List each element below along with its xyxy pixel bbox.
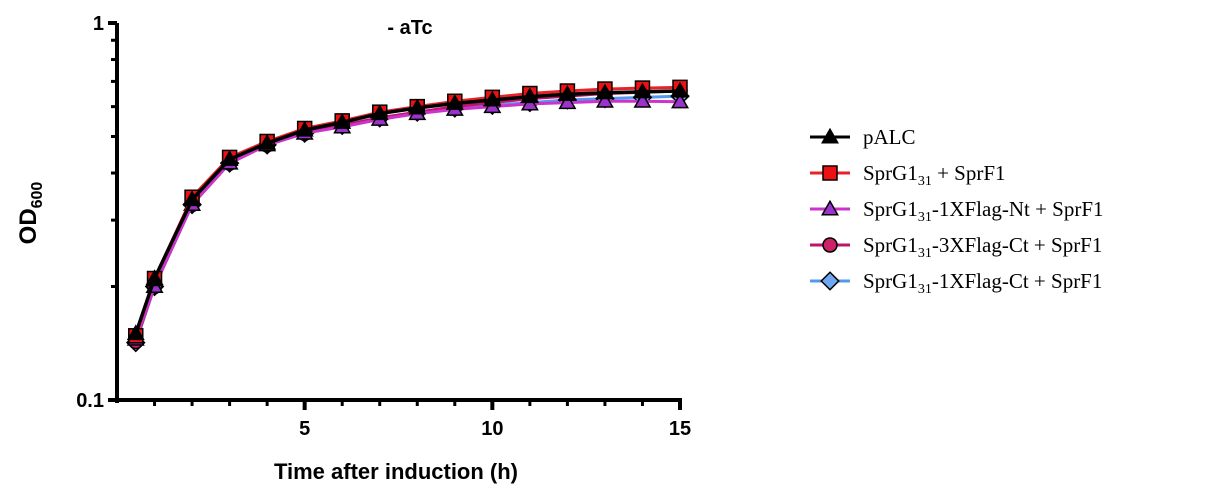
data-point-triangle bbox=[220, 150, 239, 166]
y-axis-label-main: OD bbox=[15, 208, 42, 244]
y-tick-label: 1 bbox=[93, 13, 104, 35]
series-2 bbox=[126, 92, 689, 346]
data-point-triangle bbox=[671, 92, 689, 109]
data-point-triangle bbox=[671, 81, 689, 98]
legend-label: pALC bbox=[863, 125, 916, 149]
data-point-triangle bbox=[558, 85, 577, 101]
legend-label-suffix: -1XFlag-Nt + SprF1 bbox=[932, 197, 1104, 221]
data-point-triangle bbox=[595, 92, 614, 108]
data-point-triangle bbox=[183, 190, 202, 207]
legend-label: SprG131-1XFlag-Ct + SprF1 bbox=[863, 269, 1102, 297]
legend-label-suffix: -3XFlag-Ct + SprF1 bbox=[932, 233, 1103, 257]
series-line bbox=[134, 89, 681, 342]
data-point-triangle bbox=[821, 199, 839, 216]
chart-title: - aTc bbox=[387, 17, 432, 39]
data-point-triangle bbox=[558, 93, 577, 110]
legend-label-suffix: -1XFlag-Ct + SprF1 bbox=[932, 269, 1103, 293]
series-4 bbox=[126, 81, 689, 341]
data-point-triangle bbox=[126, 324, 145, 341]
y-axis-label-subscript: 600 bbox=[29, 182, 46, 209]
axes: 0.115 10 15 bbox=[76, 13, 691, 440]
series-line bbox=[134, 89, 681, 335]
data-point-triangle bbox=[633, 82, 652, 99]
data-point-triangle bbox=[595, 83, 614, 100]
data-point-diamond bbox=[820, 271, 840, 291]
data-point-triangle bbox=[408, 98, 427, 115]
x-tick-label: 10 bbox=[481, 418, 503, 440]
legend-label-name: SprG1 bbox=[863, 269, 918, 293]
legend-item: SprG131-1XFlag-Ct + SprF1 bbox=[810, 269, 1102, 297]
series-layer bbox=[125, 79, 690, 353]
legend-label-name: SprG1 bbox=[863, 197, 918, 221]
x-tick-label: 15 bbox=[669, 418, 691, 440]
series-1 bbox=[128, 83, 688, 350]
x-axis-label: Time after induction (h) bbox=[274, 459, 518, 484]
data-point-triangle bbox=[145, 269, 164, 286]
legend-label-name: SprG1 bbox=[863, 233, 918, 257]
legend-item: pALC bbox=[810, 125, 916, 149]
data-point-triangle bbox=[821, 127, 839, 144]
legend-label: SprG131-3XFlag-Ct + SprF1 bbox=[863, 233, 1102, 261]
legend-label-name: SprG1 bbox=[863, 161, 918, 185]
data-point-triangle bbox=[445, 94, 464, 110]
legend-item: SprG131-1XFlag-Nt + SprF1 bbox=[810, 197, 1104, 225]
data-point-triangle bbox=[295, 120, 314, 137]
data-point-triangle bbox=[333, 113, 352, 129]
legend-label-name: pALC bbox=[863, 125, 916, 149]
y-axis-label: OD600 bbox=[15, 182, 46, 245]
series-3 bbox=[128, 79, 688, 344]
data-point-circle bbox=[822, 237, 838, 253]
legend-item: SprG131-3XFlag-Ct + SprF1 bbox=[810, 233, 1102, 261]
data-point-triangle bbox=[483, 90, 502, 107]
legend-item: SprG131 + SprF1 bbox=[810, 161, 1006, 189]
legend-label-subscript: 31 bbox=[918, 174, 932, 189]
series-line bbox=[134, 99, 681, 340]
data-point-triangle bbox=[370, 104, 389, 121]
series-line bbox=[134, 94, 681, 344]
data-point-square bbox=[822, 165, 838, 181]
y-tick-label: 0.1 bbox=[76, 390, 104, 412]
legend-label-subscript: 31 bbox=[918, 246, 932, 261]
data-point-triangle bbox=[258, 133, 277, 150]
legend-label: SprG131 + SprF1 bbox=[863, 161, 1006, 189]
legend-label-subscript: 31 bbox=[918, 282, 932, 297]
legend-label: SprG131-1XFlag-Nt + SprF1 bbox=[863, 197, 1104, 225]
data-point-triangle bbox=[633, 92, 652, 108]
series-0 bbox=[125, 86, 690, 353]
series-line bbox=[134, 85, 681, 337]
x-tick-label: 5 bbox=[299, 418, 310, 440]
data-point-triangle bbox=[520, 87, 539, 104]
legend-label-subscript: 31 bbox=[918, 210, 932, 225]
legend-label-suffix: + SprF1 bbox=[932, 161, 1006, 185]
